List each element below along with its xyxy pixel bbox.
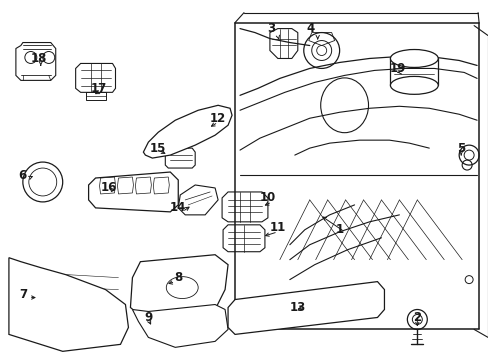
Text: 16: 16 <box>100 181 117 194</box>
Text: 7: 7 <box>19 288 27 301</box>
Text: 13: 13 <box>289 301 305 314</box>
Text: 5: 5 <box>456 141 465 155</box>
Polygon shape <box>143 105 232 158</box>
Text: 8: 8 <box>174 271 182 284</box>
Text: 19: 19 <box>388 62 405 75</box>
Text: 17: 17 <box>90 82 106 95</box>
Ellipse shape <box>389 76 437 94</box>
Polygon shape <box>227 282 384 334</box>
Text: 11: 11 <box>269 221 285 234</box>
Text: 15: 15 <box>150 141 166 155</box>
Polygon shape <box>130 255 227 318</box>
Polygon shape <box>132 305 227 347</box>
Text: 4: 4 <box>306 22 314 35</box>
Polygon shape <box>9 258 128 351</box>
Text: 3: 3 <box>266 22 274 35</box>
Text: 1: 1 <box>335 223 343 236</box>
Text: 12: 12 <box>209 112 226 125</box>
Text: 18: 18 <box>31 52 47 65</box>
Text: 6: 6 <box>19 168 27 181</box>
Text: 2: 2 <box>412 311 421 324</box>
Text: 10: 10 <box>259 192 275 204</box>
Text: 9: 9 <box>144 311 152 324</box>
Ellipse shape <box>389 50 437 67</box>
Text: 14: 14 <box>170 201 186 215</box>
